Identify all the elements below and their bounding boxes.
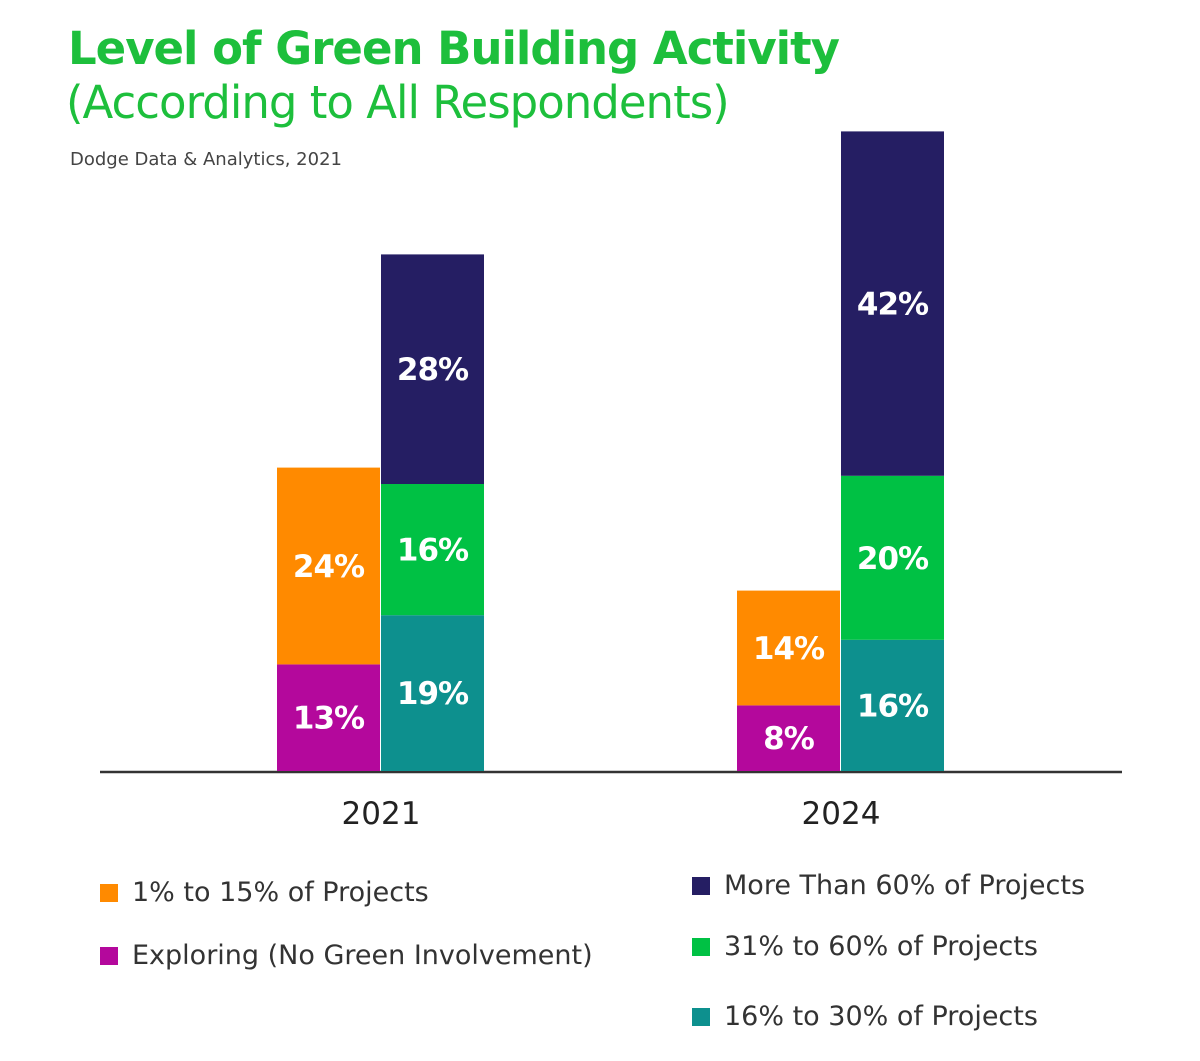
data-label: 16% <box>857 688 929 724</box>
legend-label: 1% to 15% of Projects <box>132 877 429 908</box>
legend-swatch <box>100 883 118 902</box>
chart-title: Level of Green Building Activity <box>68 22 840 75</box>
legend-swatch <box>692 876 710 895</box>
legend-label: Exploring (No Green Involvement) <box>132 940 593 971</box>
bar-2024-31-to-60-of-projects <box>841 475 944 640</box>
bar-2021-exploring-no-green-involvement <box>277 664 380 771</box>
bar-2024-more-than-60-of-projects <box>841 131 944 476</box>
data-label: 42% <box>857 287 929 323</box>
data-label: 13% <box>293 701 365 737</box>
bar-2021-31-to-60-of-projects <box>381 484 484 616</box>
data-label: 19% <box>397 676 469 712</box>
data-label: 20% <box>857 541 929 577</box>
legend-item-1-to-15-of-projects: 1% to 15% of Projects <box>100 877 429 908</box>
legend-label: 31% to 60% of Projects <box>724 931 1038 962</box>
bar-2024-exploring-no-green-involvement <box>737 705 840 771</box>
data-label: 28% <box>397 352 469 388</box>
chart-subtitle: (According to All Respondents) <box>66 76 730 129</box>
legend-swatch <box>692 937 710 956</box>
data-label: 14% <box>753 631 825 667</box>
bar-2021-more-than-60-of-projects <box>381 254 484 484</box>
x-tick-label: 2021 <box>342 796 421 832</box>
data-label: 24% <box>293 549 365 585</box>
legend-swatch <box>100 946 118 965</box>
data-label: 16% <box>397 533 469 569</box>
x-tick-label: 2024 <box>802 796 881 832</box>
legend-swatch <box>692 1007 710 1026</box>
legend-label: More Than 60% of Projects <box>724 870 1086 901</box>
legend-item-31-to-60-of-projects: 31% to 60% of Projects <box>692 931 1038 962</box>
chart-source: Dodge Data & Analytics, 2021 <box>70 149 342 170</box>
bar-2024-16-to-30-of-projects <box>841 639 944 771</box>
bar-2024-1-to-15-of-projects <box>737 590 840 706</box>
data-label: 8% <box>763 721 815 757</box>
legend-item-16-to-30-of-projects: 16% to 30% of Projects <box>692 1001 1038 1032</box>
bar-2021-1-to-15-of-projects <box>277 467 380 665</box>
legend-item-more-than-60-of-projects: More Than 60% of Projects <box>692 870 1085 901</box>
bar-2021-16-to-30-of-projects <box>381 615 484 771</box>
legend-item-exploring-no-green-involvement: Exploring (No Green Involvement) <box>100 940 593 971</box>
legend-label: 16% to 30% of Projects <box>724 1001 1038 1032</box>
